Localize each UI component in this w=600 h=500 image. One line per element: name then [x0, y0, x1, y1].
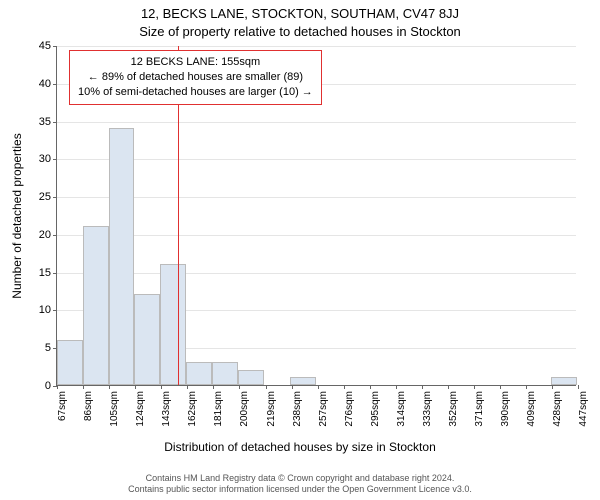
y-tick-label: 0: [21, 380, 51, 392]
x-tick-mark: [448, 385, 449, 389]
x-tick-label: 200sqm: [239, 391, 250, 427]
x-tick-mark: [422, 385, 423, 389]
y-tick-label: 45: [21, 40, 51, 52]
grid-line: [57, 46, 576, 47]
x-tick-label: 409sqm: [526, 391, 537, 427]
x-tick-mark: [83, 385, 84, 389]
x-tick-mark: [109, 385, 110, 389]
x-tick-mark: [57, 385, 58, 389]
annotation-line3: 10% of semi-detached houses are larger (…: [78, 85, 313, 100]
x-tick-mark: [552, 385, 553, 389]
histogram-bar: [160, 264, 186, 385]
x-tick-mark: [474, 385, 475, 389]
grid-line: [57, 273, 576, 274]
grid-line: [57, 197, 576, 198]
y-tick-label: 10: [21, 304, 51, 316]
x-tick-mark: [239, 385, 240, 389]
annotation-box: 12 BECKS LANE: 155sqm ← 89% of detached …: [69, 50, 322, 105]
x-tick-label: 390sqm: [500, 391, 511, 427]
y-tick-label: 25: [21, 191, 51, 203]
annotation-line1: 12 BECKS LANE: 155sqm: [78, 55, 313, 70]
grid-line: [57, 235, 576, 236]
histogram-bar: [134, 294, 160, 385]
x-tick-label: 333sqm: [422, 391, 433, 427]
x-axis-label: Distribution of detached houses by size …: [0, 440, 600, 454]
x-tick-label: 238sqm: [292, 391, 303, 427]
x-tick-mark: [213, 385, 214, 389]
y-tick-label: 15: [21, 267, 51, 279]
y-tick-mark: [53, 273, 57, 274]
grid-line: [57, 159, 576, 160]
x-tick-mark: [266, 385, 267, 389]
x-tick-mark: [135, 385, 136, 389]
x-tick-label: 371sqm: [474, 391, 485, 427]
x-tick-mark: [187, 385, 188, 389]
x-tick-label: 257sqm: [318, 391, 329, 427]
chart-title-address: 12, BECKS LANE, STOCKTON, SOUTHAM, CV47 …: [0, 6, 600, 21]
histogram-bar: [238, 370, 264, 385]
x-tick-label: 143sqm: [161, 391, 172, 427]
y-tick-label: 5: [21, 342, 51, 354]
y-tick-label: 30: [21, 153, 51, 165]
property-size-histogram: 12, BECKS LANE, STOCKTON, SOUTHAM, CV47 …: [0, 0, 600, 500]
x-tick-mark: [161, 385, 162, 389]
x-tick-mark: [396, 385, 397, 389]
y-tick-mark: [53, 122, 57, 123]
histogram-bar: [290, 377, 316, 385]
y-tick-mark: [53, 197, 57, 198]
y-tick-label: 20: [21, 229, 51, 241]
annotation-line2: ← 89% of detached houses are smaller (89…: [78, 70, 313, 85]
x-tick-mark: [370, 385, 371, 389]
y-tick-label: 35: [21, 116, 51, 128]
y-tick-mark: [53, 84, 57, 85]
histogram-bar: [109, 128, 134, 385]
x-tick-label: 352sqm: [448, 391, 459, 427]
x-tick-label: 314sqm: [396, 391, 407, 427]
y-tick-mark: [53, 46, 57, 47]
x-tick-label: 428sqm: [552, 391, 563, 427]
grid-line: [57, 122, 576, 123]
histogram-bar: [186, 362, 212, 385]
x-tick-label: 105sqm: [109, 391, 120, 427]
x-tick-label: 219sqm: [266, 391, 277, 427]
footer-attribution: Contains HM Land Registry data © Crown c…: [0, 473, 600, 496]
x-tick-label: 86sqm: [83, 391, 94, 421]
x-tick-mark: [318, 385, 319, 389]
x-tick-label: 162sqm: [187, 391, 198, 427]
y-tick-label: 40: [21, 78, 51, 90]
x-tick-mark: [500, 385, 501, 389]
y-tick-mark: [53, 235, 57, 236]
x-tick-label: 181sqm: [213, 391, 224, 427]
x-tick-label: 295sqm: [370, 391, 381, 427]
x-tick-mark: [292, 385, 293, 389]
x-tick-mark: [578, 385, 579, 389]
y-tick-mark: [53, 159, 57, 160]
chart-title-subtitle: Size of property relative to detached ho…: [0, 24, 600, 39]
x-tick-mark: [344, 385, 345, 389]
y-tick-mark: [53, 310, 57, 311]
histogram-bar: [83, 226, 109, 385]
histogram-bar: [212, 362, 238, 385]
histogram-bar: [57, 340, 83, 385]
footer-line3: Contains public sector information licen…: [0, 484, 600, 496]
plot-area: 05101520253035404567sqm86sqm105sqm124sqm…: [56, 46, 576, 386]
x-tick-label: 67sqm: [57, 391, 68, 421]
x-tick-label: 447sqm: [578, 391, 589, 427]
footer-line1: Contains HM Land Registry data © Crown c…: [0, 473, 600, 485]
x-tick-label: 276sqm: [344, 391, 355, 427]
histogram-bar: [551, 377, 577, 385]
x-tick-mark: [526, 385, 527, 389]
x-tick-label: 124sqm: [135, 391, 146, 427]
